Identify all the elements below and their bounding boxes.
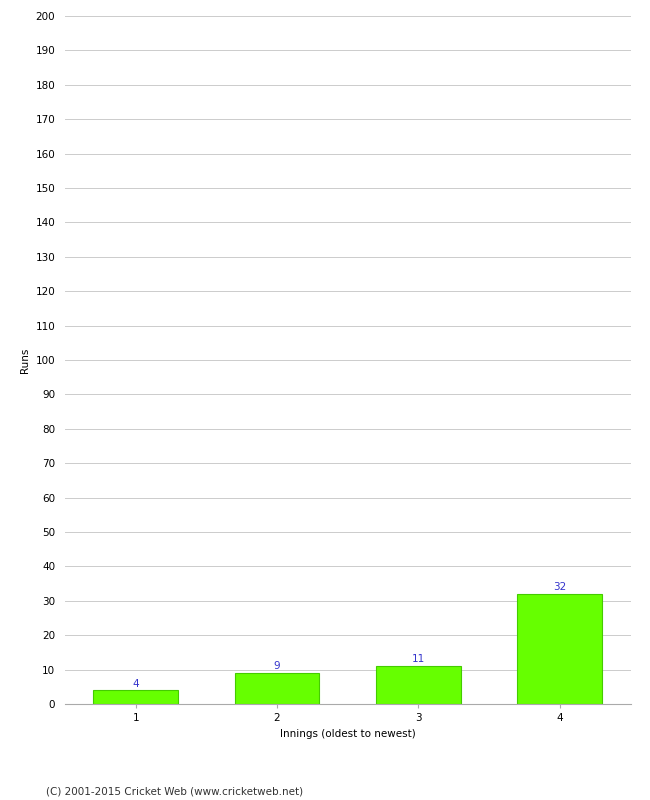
Text: 32: 32 [553,582,566,592]
X-axis label: Innings (oldest to newest): Innings (oldest to newest) [280,729,415,738]
Bar [517,594,602,704]
Y-axis label: Runs: Runs [20,347,30,373]
Text: 4: 4 [133,678,139,689]
Bar [376,666,461,704]
Bar [235,673,319,704]
Text: 9: 9 [274,662,280,671]
Text: 11: 11 [412,654,425,665]
Bar [94,690,178,704]
Text: (C) 2001-2015 Cricket Web (www.cricketweb.net): (C) 2001-2015 Cricket Web (www.cricketwe… [46,786,303,796]
